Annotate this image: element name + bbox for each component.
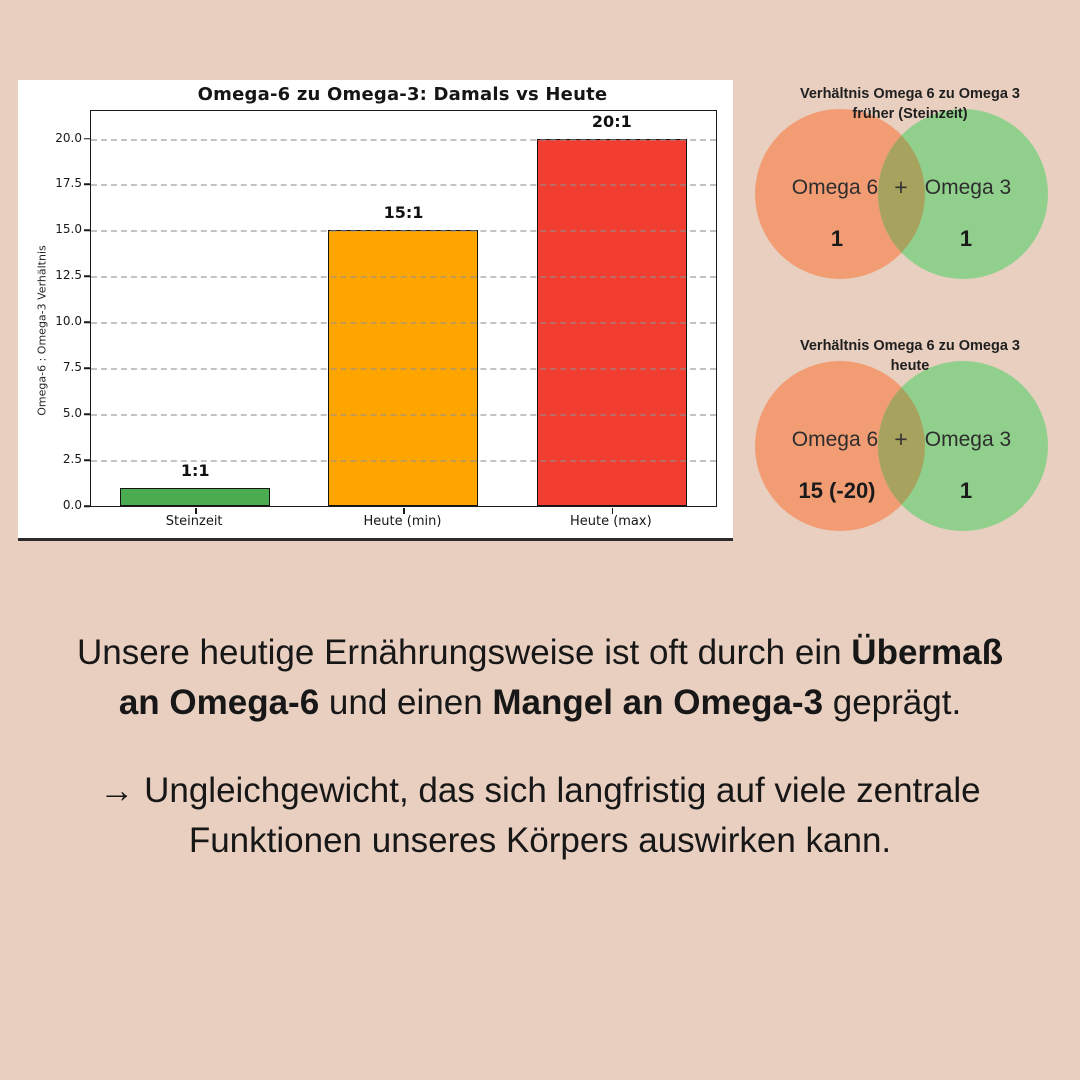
venn-today: Verhältnis Omega 6 zu Omega 3 heute Omeg…: [740, 336, 1080, 544]
venn-former-graphic: [755, 109, 1048, 279]
p1-bold-omega3: Mangel an Omega-3: [492, 683, 824, 722]
bar-slot: 1:1: [91, 111, 299, 514]
plot-area: 1:1 15:1 20:1: [84, 110, 717, 514]
bar-slot: 20:1: [508, 111, 716, 514]
x-tick-label: Steinzeit: [165, 514, 223, 529]
y-tick-label: 20.0: [55, 130, 82, 145]
y-tick-mark: [84, 459, 90, 461]
x-tick-mark: [195, 508, 197, 514]
y-tick-label: 17.5: [55, 176, 82, 191]
y-tick-label: 5.0: [62, 406, 82, 421]
body-text: Unsere heutige Ernährungsweise ist oft d…: [55, 628, 1025, 866]
bar-value-label: 15:1: [383, 203, 424, 223]
venn-today-title: Verhältnis Omega 6 zu Omega 3 heute: [740, 336, 1080, 376]
x-tick-label: Heute (max): [569, 514, 652, 529]
paragraph-2: → Ungleichgewicht, das sich langfristig …: [99, 771, 981, 860]
omega3-circle: [878, 109, 1048, 279]
omega3-circle: [878, 361, 1048, 531]
p1-bold-omega6: Übermaß an Omega-6: [118, 633, 1004, 722]
plus-icon: +: [894, 426, 908, 452]
venn-today-right-label: Omega 3: [924, 428, 1012, 451]
x-tick-mark: [403, 508, 405, 514]
venn-former-title: Verhältnis Omega 6 zu Omega 3 früher (St…: [740, 84, 1080, 124]
p1-text: Unsere heutige Ernährungsweise ist oft d…: [76, 633, 852, 672]
p1-text: geprägt.: [823, 683, 962, 722]
y-axis-label: Omega-6 : Omega-3 Verhältnis: [35, 245, 49, 416]
x-tick-label: Heute (min): [363, 514, 442, 529]
venn-today-right-value: 1: [959, 478, 973, 503]
venn-former-right-label: Omega 3: [924, 176, 1012, 199]
y-tick-mark: [84, 183, 90, 186]
chart-card: Omega-6 zu Omega-3: Damals vs Heute Omeg…: [18, 80, 733, 541]
y-tick-mark: [84, 413, 90, 415]
omega6-circle: [755, 109, 925, 279]
venn-today-graphic: [755, 361, 1048, 531]
y-tick-mark: [84, 367, 90, 369]
venn-former-left-value: 1: [830, 226, 844, 251]
y-tick-label: 0.0: [62, 498, 82, 512]
x-axis-labels: Steinzeit Heute (min) Heute (max): [90, 514, 715, 529]
venn-former-title-line1: Verhältnis Omega 6 zu Omega 3: [800, 86, 1020, 102]
y-tick-label: 12.5: [55, 268, 82, 283]
y-tick-label: 2.5: [62, 452, 82, 467]
paragraph-1: Unsere heutige Ernährungsweise ist oft d…: [55, 628, 1025, 728]
overlap-lens: [877, 135, 926, 253]
bar-value-label: 20:1: [591, 111, 632, 131]
venn-today-left-label: Omega 6: [791, 428, 879, 451]
y-tick-mark: [84, 505, 90, 507]
bar-heute-max-: [536, 138, 687, 506]
y-axis-ticks: Omega-6 : Omega-3 Verhältnis 0.0 2.5 5.0 7.…: [18, 110, 83, 512]
venn-former: Verhältnis Omega 6 zu Omega 3 früher (St…: [740, 84, 1080, 292]
bar-slot: 15:1: [299, 111, 507, 514]
overlap-lens: [877, 387, 926, 505]
venn-former-title-line2: früher (Steinzeit): [852, 106, 968, 122]
y-tick-mark: [84, 321, 90, 324]
venn-today-left-value: 15 (-20): [798, 478, 876, 503]
plus-icon: +: [894, 174, 908, 200]
venn-former-right-value: 1: [959, 226, 973, 251]
p1-text: und einen: [319, 683, 493, 722]
y-tick-mark: [84, 229, 90, 232]
bar-steinzeit: [120, 487, 271, 506]
omega6-circle: [755, 361, 925, 531]
chart-title: Omega-6 zu Omega-3: Damals vs Heute: [197, 84, 608, 105]
bar-value-label: 1:1: [180, 460, 210, 480]
venn-today-title-line2: heute: [890, 358, 930, 374]
y-tick-mark: [84, 275, 90, 278]
y-tick-mark: [84, 137, 90, 140]
venn-former-left-label: Omega 6: [791, 176, 879, 199]
y-tick-label: 15.0: [55, 222, 82, 237]
x-tick-mark: [611, 508, 614, 514]
y-tick-label: 7.5: [62, 360, 82, 375]
bar-heute-min-: [328, 230, 479, 506]
venn-today-title-line1: Verhältnis Omega 6 zu Omega 3: [800, 338, 1020, 354]
y-tick-label: 10.0: [55, 314, 82, 329]
